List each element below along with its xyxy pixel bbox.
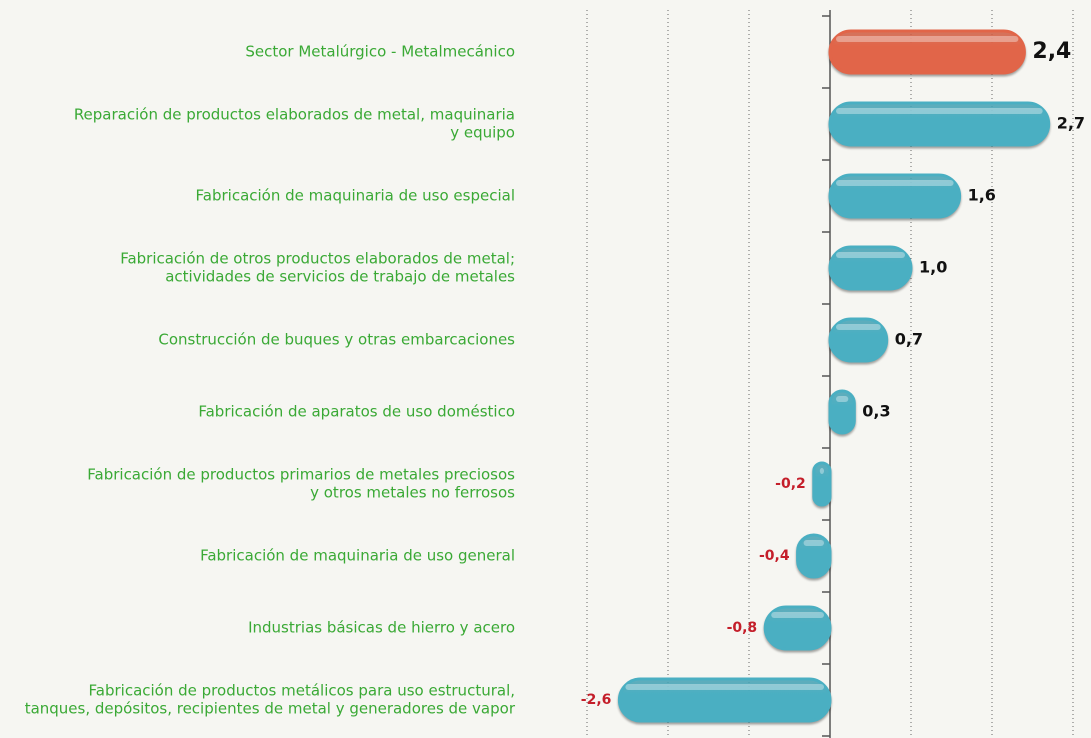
category-label: Fabricación de productos metálicos para …	[89, 682, 515, 700]
category-label: Sector Metalúrgico - Metalmecánico	[245, 43, 515, 61]
bar	[812, 461, 832, 507]
bar-highlight	[819, 468, 824, 474]
value-label: 0,3	[862, 402, 890, 421]
category-label: Construcción de buques y otras embarcaci…	[158, 331, 515, 349]
bar-highlight	[625, 684, 824, 690]
category-label: Fabricación de otros productos elaborado…	[120, 250, 515, 268]
category-label: Reparación de productos elaborados de me…	[74, 106, 515, 124]
bar-highlight	[836, 396, 849, 402]
bar-highlight	[836, 324, 881, 330]
bar	[828, 245, 913, 291]
category-label: y otros metales no ferrosos	[310, 484, 515, 502]
value-label: 1,0	[919, 258, 947, 277]
category-label: Fabricación de productos primarios de me…	[87, 466, 515, 484]
value-label: 2,7	[1057, 114, 1085, 133]
bar	[828, 101, 1051, 147]
bar-highlight	[836, 108, 1043, 114]
bar-highlight	[771, 612, 824, 618]
value-label: -2,6	[581, 692, 612, 708]
category-label: Fabricación de maquinaria de uso especia…	[196, 187, 515, 205]
bar	[796, 533, 832, 579]
value-label: 0,7	[895, 330, 923, 349]
bar-highlight	[803, 540, 824, 546]
bar	[828, 173, 962, 219]
value-label: -0,8	[727, 620, 758, 636]
bar	[828, 317, 889, 363]
bar	[763, 605, 832, 651]
bar	[828, 29, 1026, 75]
bar-highlight	[836, 252, 905, 258]
category-label: y equipo	[450, 124, 515, 142]
category-label: actividades de servicios de trabajo de m…	[165, 268, 515, 286]
category-label: Fabricación de maquinaria de uso general	[200, 547, 515, 565]
value-label: -0,2	[775, 476, 806, 492]
category-label: Fabricación de aparatos de uso doméstico	[198, 403, 515, 421]
bar	[828, 389, 856, 435]
value-label: -0,4	[759, 548, 790, 564]
category-label: Industrias básicas de hierro y acero	[248, 619, 515, 637]
bar-highlight	[836, 180, 954, 186]
value-label: 1,6	[968, 186, 996, 205]
category-label: tanques, depósitos, recipientes de metal…	[25, 700, 516, 718]
bar-highlight	[836, 36, 1019, 42]
bar	[617, 677, 832, 723]
value-label: 2,4	[1032, 39, 1071, 64]
